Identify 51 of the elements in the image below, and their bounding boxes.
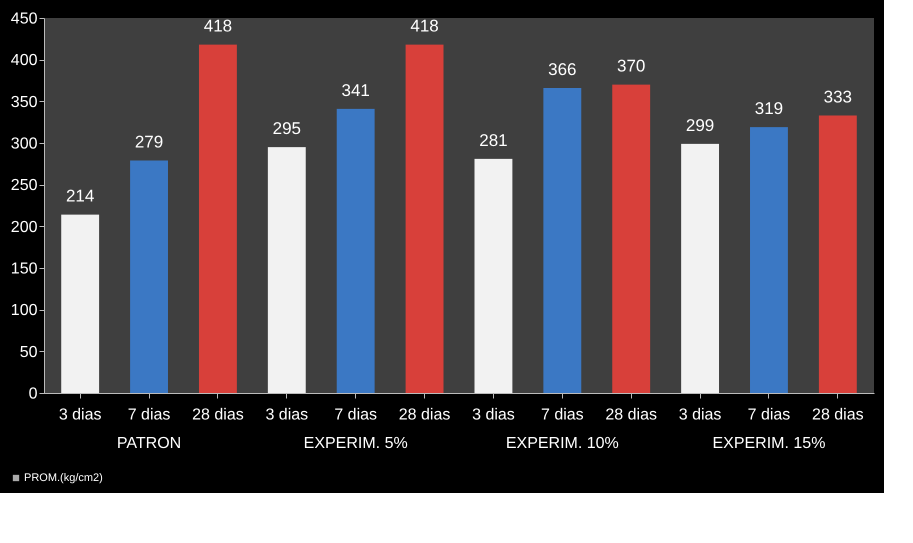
x-tick-label: 3 dias (58, 406, 102, 424)
bar (681, 144, 720, 393)
y-tick-label: 350 (10, 94, 38, 111)
legend-label: PROM.(kg/cm2) (24, 472, 103, 484)
bar (474, 158, 512, 393)
bar (818, 116, 857, 393)
data-label: 366 (548, 60, 577, 79)
x-tick-label: 28 dias (398, 406, 450, 424)
text: PATRON (116, 435, 182, 452)
y-tick-label: 400 (10, 52, 38, 70)
y-tick-label: 50 (20, 344, 38, 361)
x-tick-label: 7 dias (128, 406, 170, 424)
y-tick-label: 150 (10, 260, 38, 278)
text: EXPERIM. 10% (506, 435, 619, 452)
x-tick-label: 28 dias (812, 406, 864, 424)
bar (198, 44, 237, 393)
x-tick-label: 3 dias (678, 406, 722, 424)
bar (612, 84, 650, 393)
data-label: 295 (272, 119, 301, 138)
bar (543, 88, 582, 393)
data-label: 281 (479, 130, 508, 150)
data-label: 214 (66, 186, 94, 206)
data-label: 279 (134, 132, 164, 152)
bar (336, 108, 375, 393)
data-label: 319 (754, 99, 784, 118)
y-tick-label: 250 (10, 177, 38, 194)
text: EXPERIM. 15% (712, 435, 826, 452)
x-tick-label: 7 dias (540, 406, 584, 424)
text: EXPERIM. 5% (304, 435, 408, 452)
x-tick-label: 28 dias (192, 406, 244, 424)
bar (61, 214, 100, 393)
x-tick-label: 7 dias (748, 406, 790, 424)
bar (268, 147, 306, 393)
y-tick-label: 0 (28, 386, 38, 402)
y-tick-label: 300 (10, 136, 38, 152)
data-label: 418 (410, 16, 439, 36)
bar (750, 127, 788, 393)
y-tick-label: 450 (10, 10, 38, 28)
data-label: 333 (824, 88, 852, 106)
data-label: 341 (341, 80, 370, 100)
y-tick-label: 200 (10, 218, 38, 236)
y-tick-label: 100 (10, 302, 38, 320)
x-tick-label: 28 dias (605, 406, 657, 424)
bar (130, 160, 168, 393)
data-label: 370 (617, 56, 646, 76)
data-label: 299 (686, 116, 714, 135)
x-tick-label: 3 dias (472, 406, 515, 424)
x-tick-label: 7 dias (334, 406, 378, 424)
bar (406, 44, 444, 393)
data-label: 418 (204, 16, 232, 36)
x-tick-label: 3 dias (265, 406, 308, 424)
